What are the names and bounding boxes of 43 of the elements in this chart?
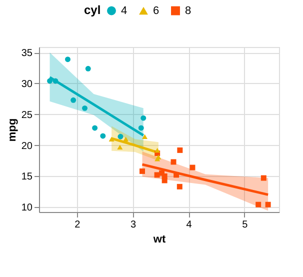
- point: [123, 136, 129, 142]
- x-tick-label: 3: [130, 220, 136, 230]
- point: [162, 173, 168, 179]
- point: [85, 66, 91, 72]
- point: [142, 134, 148, 139]
- point: [260, 175, 266, 181]
- x-axis-title: wt: [152, 234, 166, 246]
- point: [82, 105, 88, 111]
- y-tick-label: 20: [21, 140, 33, 152]
- point: [154, 148, 160, 153]
- point: [174, 172, 180, 178]
- y-tick-label: 25: [21, 110, 33, 121]
- point: [92, 125, 98, 131]
- y-tick-label: 15: [21, 172, 33, 183]
- x-tick-label: 4: [186, 220, 192, 230]
- point: [265, 202, 271, 208]
- legend-label: 8: [185, 4, 192, 17]
- point: [100, 133, 106, 139]
- x-tick-label: 5: [242, 220, 248, 230]
- point: [140, 168, 145, 174]
- point: [154, 172, 160, 178]
- point: [47, 78, 53, 84]
- y-tick-label: 10: [21, 202, 33, 214]
- legend-label: 6: [153, 4, 160, 17]
- y-axis-title: mpg: [6, 118, 18, 142]
- point: [118, 134, 124, 140]
- point: [52, 78, 58, 84]
- point: [70, 97, 76, 103]
- legend-label: 4: [121, 4, 128, 17]
- y-tick-label: 30: [21, 78, 33, 90]
- point: [140, 115, 146, 121]
- point: [117, 144, 123, 150]
- point: [65, 56, 70, 62]
- point: [108, 136, 114, 142]
- point: [177, 147, 183, 153]
- point: [256, 202, 262, 208]
- x-tick-label: 2: [74, 220, 81, 230]
- point: [176, 184, 182, 190]
- point: [170, 159, 176, 165]
- point: [190, 164, 196, 170]
- legend-title: cyl: [84, 3, 101, 17]
- y-tick-label: 35: [21, 48, 33, 60]
- point: [138, 125, 144, 131]
